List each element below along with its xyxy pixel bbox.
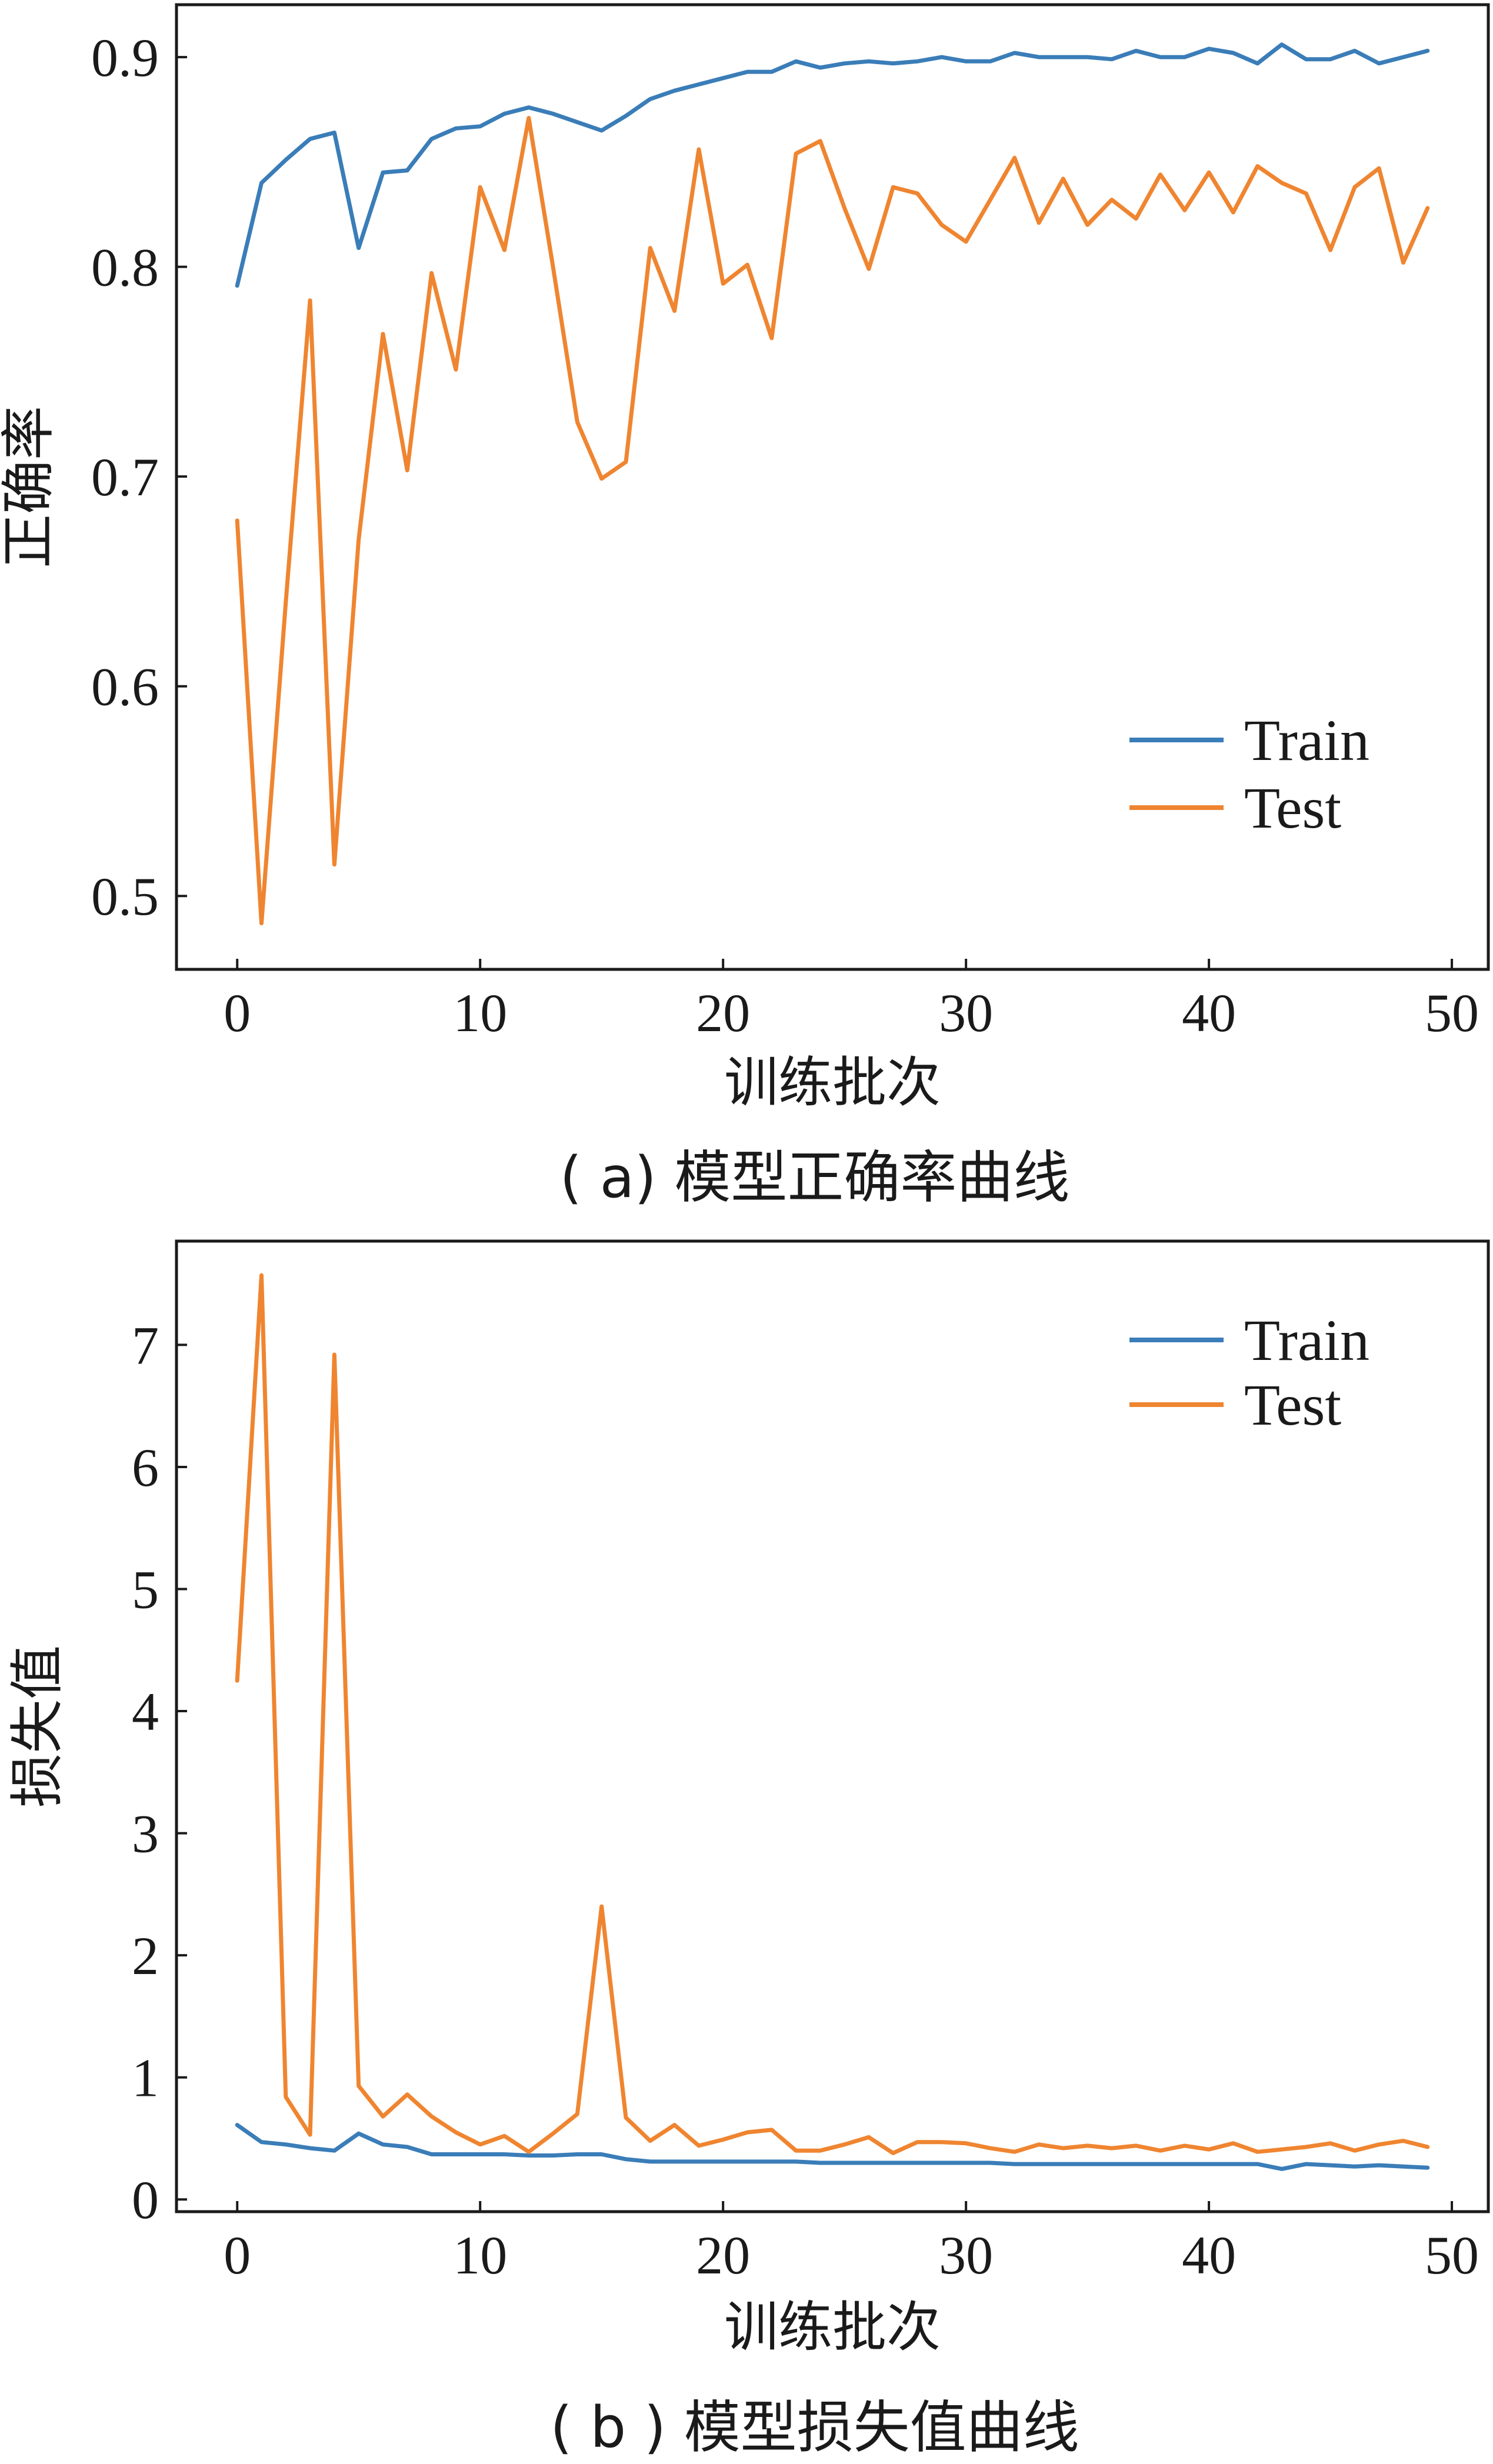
y-tick-label: 0.7: [91, 447, 159, 507]
x-tick-label: 0: [224, 983, 251, 1043]
x-tick-label: 30: [939, 983, 993, 1043]
y-tick-label: 0: [132, 2170, 159, 2230]
legend-label-train: Train: [1244, 1308, 1369, 1373]
y-tick-label: 0.8: [91, 238, 159, 298]
x-tick-label: 20: [696, 983, 750, 1043]
y-tick-label: 4: [132, 1682, 159, 1742]
y-tick-label: 2: [132, 1926, 159, 1986]
series-line-test: [235, 1273, 1430, 2155]
y-axis-label: 损失值: [6, 1645, 69, 1808]
y-tick-label: 0.9: [91, 28, 159, 88]
accuracy-panel: 0 10 20 30 40 50 0.5 0.6 0.7 0.8 0.9 Train Test 训练…: [0, 3, 1490, 1211]
x-tick-label: 0: [224, 2225, 251, 2285]
legend-label-train: Train: [1244, 708, 1369, 773]
plot-frame: [175, 1239, 1490, 2213]
x-axis-label: 训练批次: [724, 1051, 941, 1114]
x-tick-label: 40: [1182, 983, 1236, 1043]
y-tick-label: 6: [132, 1438, 159, 1498]
series-lines: [235, 42, 1430, 926]
legend-label-test: Test: [1244, 775, 1341, 841]
y-tick-label: 0.5: [91, 866, 159, 926]
legend: Train Test: [1129, 708, 1369, 841]
x-tick-label: 50: [1425, 2225, 1479, 2285]
x-tick-label: 50: [1425, 983, 1479, 1043]
plot-frame: [175, 3, 1490, 971]
panel-caption: ( a) 模型正确率曲线: [560, 1145, 1070, 1211]
x-tick-label: 20: [696, 2225, 750, 2285]
legend: Train Test: [1129, 1308, 1369, 1438]
x-tick-label: 40: [1182, 2225, 1236, 2285]
panel-caption: ( b ) 模型损失值曲线: [550, 2395, 1079, 2460]
y-tick-label: 1: [132, 2048, 159, 2108]
series-line-train: [235, 42, 1430, 288]
y-axis-label: 正确率: [0, 406, 60, 568]
x-tick-label: 30: [939, 2225, 993, 2285]
axis-ticks: 0 10 20 30 40 50 0.5 0.6 0.7 0.8 0.9: [91, 28, 1479, 1043]
y-tick-label: 0.6: [91, 657, 159, 717]
series-lines: [235, 1273, 1430, 2171]
series-line-train: [235, 2123, 1430, 2171]
y-tick-label: 7: [132, 1315, 159, 1375]
y-tick-label: 5: [132, 1560, 159, 1620]
series-line-test: [235, 116, 1430, 926]
x-axis-label: 训练批次: [724, 2296, 941, 2359]
y-tick-label: 3: [132, 1804, 159, 1864]
axis-ticks: 0 10 20 30 40 50 0 1 2 3 4 5 6 7: [132, 1315, 1479, 2285]
legend-label-test: Test: [1244, 1372, 1341, 1438]
x-tick-label: 10: [453, 2225, 507, 2285]
x-tick-label: 10: [453, 983, 507, 1043]
